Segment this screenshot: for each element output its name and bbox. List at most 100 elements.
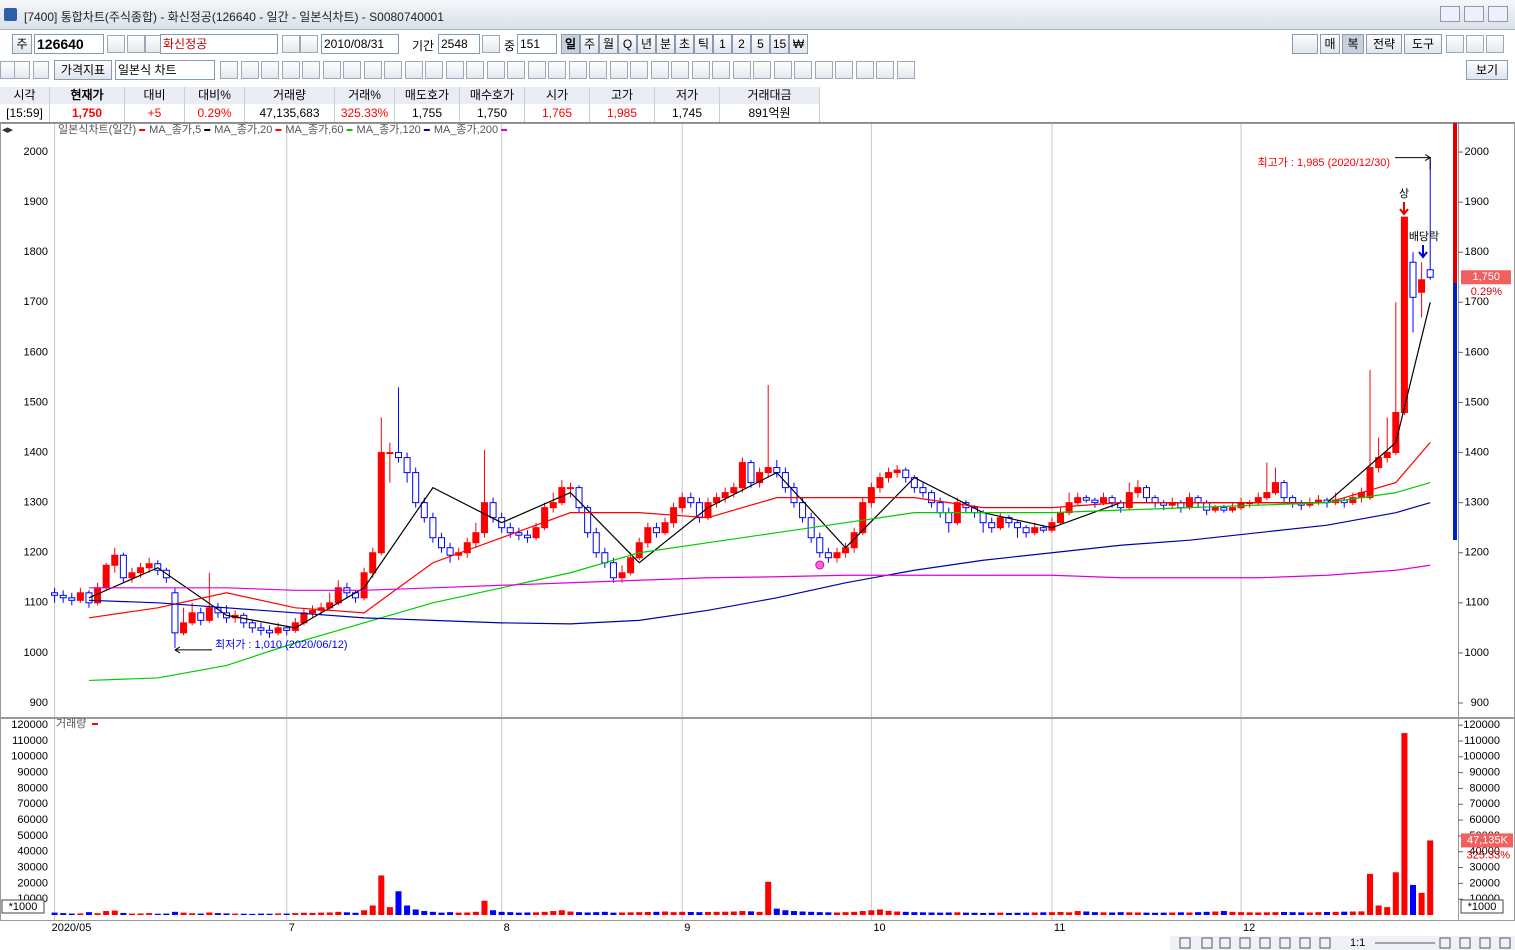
drawing-tool[interactable] (814, 61, 833, 79)
candle-body (1134, 487, 1142, 494)
y-tick-label: 1200 (1465, 547, 1489, 559)
drawing-tool[interactable] (261, 61, 279, 79)
drawing-tool[interactable] (732, 61, 751, 79)
quote-header: 저가 (655, 87, 720, 104)
spin-icon[interactable] (482, 35, 500, 53)
tool-icon[interactable] (1466, 35, 1484, 53)
volume-bar (77, 913, 84, 915)
drawing-tool[interactable] (240, 61, 259, 79)
interval-button[interactable]: Q (618, 34, 637, 54)
drawing-tool[interactable] (630, 61, 648, 79)
drawing-tool[interactable] (322, 61, 341, 79)
drawing-tool[interactable] (876, 61, 894, 79)
style-select[interactable]: 일본식 차트 (115, 60, 215, 80)
interval-button[interactable]: 일 (561, 34, 580, 54)
volume-bar (1246, 912, 1253, 915)
candle-body (893, 469, 901, 474)
drawing-tool[interactable] (835, 61, 853, 79)
right-button[interactable]: 매 (1320, 34, 1340, 54)
candle-body (532, 527, 540, 539)
name-input[interactable]: 화신정공 (160, 34, 278, 54)
drawing-tool[interactable] (527, 61, 546, 79)
candle-body (523, 534, 531, 539)
volume-bar (541, 911, 548, 915)
y-tick-label: 20000 (1469, 877, 1500, 889)
tool-icon[interactable] (14, 61, 30, 79)
candle-body (1426, 269, 1434, 278)
interval-button[interactable]: 15 (770, 34, 789, 54)
volume-bar (876, 909, 883, 915)
tool-icon[interactable] (107, 35, 125, 53)
tool-icon[interactable] (1486, 35, 1504, 53)
quote-header: 시각 (0, 87, 50, 104)
drawing-tool[interactable] (302, 61, 320, 79)
drawing-tool[interactable] (466, 61, 484, 79)
indicator-button[interactable]: 가격지표 (54, 60, 112, 80)
drawing-tool[interactable] (896, 61, 915, 79)
zoom-label: 1:1 (1350, 937, 1365, 949)
nav-icon[interactable] (300, 35, 318, 53)
tool-icon[interactable] (1446, 35, 1464, 53)
cloud-icon[interactable] (1292, 34, 1318, 54)
code-input[interactable]: 126640 (34, 34, 104, 54)
interval-button[interactable]: 2 (732, 34, 751, 54)
drawing-tool[interactable] (712, 61, 730, 79)
minimize-button[interactable] (1440, 6, 1460, 22)
y-tick-label: 80000 (17, 782, 48, 794)
drawing-tool[interactable] (794, 61, 812, 79)
volume-bar (257, 913, 264, 915)
nav-icon[interactable] (282, 35, 300, 53)
drawing-tool[interactable] (404, 61, 423, 79)
view-button[interactable]: 보기 (1466, 60, 1508, 80)
mid-input[interactable]: 151 (517, 34, 557, 54)
interval-button[interactable]: 월 (599, 34, 618, 54)
market-select[interactable]: 주 (12, 34, 32, 54)
tool-icon[interactable] (127, 35, 145, 53)
drawing-tool[interactable] (445, 61, 464, 79)
interval-button[interactable]: 주 (580, 34, 599, 54)
quote-value: 1,750 (460, 104, 525, 122)
maximize-button[interactable] (1464, 6, 1484, 22)
volume-bar (189, 913, 196, 915)
drawing-tool[interactable] (773, 61, 792, 79)
interval-button[interactable]: 5 (751, 34, 770, 54)
drawing-tool[interactable] (609, 61, 628, 79)
right-button[interactable]: 도구 (1404, 34, 1442, 54)
interval-button[interactable]: ₩ (789, 34, 808, 54)
drawing-tool[interactable] (507, 61, 525, 79)
close-button[interactable] (1488, 6, 1508, 22)
drawing-tool[interactable] (548, 61, 566, 79)
drawing-tool[interactable] (753, 61, 771, 79)
drawing-tool[interactable] (589, 61, 607, 79)
status-icon (1459, 937, 1471, 949)
interval-button[interactable]: 초 (675, 34, 694, 54)
drawing-tool[interactable] (650, 61, 669, 79)
candle-body (678, 497, 686, 509)
period-input[interactable]: 2548 (438, 34, 480, 54)
interval-button[interactable]: 분 (656, 34, 675, 54)
date-input[interactable]: 2010/08/31 (321, 34, 399, 54)
candle-body (816, 537, 824, 554)
interval-button[interactable]: 1 (713, 34, 732, 54)
drawing-tool[interactable] (486, 61, 505, 79)
y-tick-label: 100000 (1463, 751, 1500, 763)
drawing-tool[interactable] (855, 61, 874, 79)
drawing-tool[interactable] (568, 61, 587, 79)
drawing-tool[interactable] (363, 61, 382, 79)
drawing-tool[interactable] (425, 61, 443, 79)
drawing-tool[interactable] (671, 61, 689, 79)
interval-button[interactable]: 년 (637, 34, 656, 54)
right-button[interactable]: 전략 (1366, 34, 1402, 54)
candle-body (661, 522, 669, 534)
interval-button[interactable]: 틱 (694, 34, 713, 54)
tool-icon[interactable] (33, 61, 49, 79)
drawing-tool[interactable] (220, 61, 238, 79)
drawing-tool[interactable] (384, 61, 402, 79)
drawing-tool[interactable] (691, 61, 710, 79)
drawing-tool[interactable] (281, 61, 300, 79)
candle-body (833, 552, 841, 559)
volume-bar (240, 913, 247, 915)
drawing-tool[interactable] (343, 61, 361, 79)
y-tick-label: 120000 (11, 719, 48, 731)
right-button[interactable]: 복 (1342, 34, 1364, 54)
